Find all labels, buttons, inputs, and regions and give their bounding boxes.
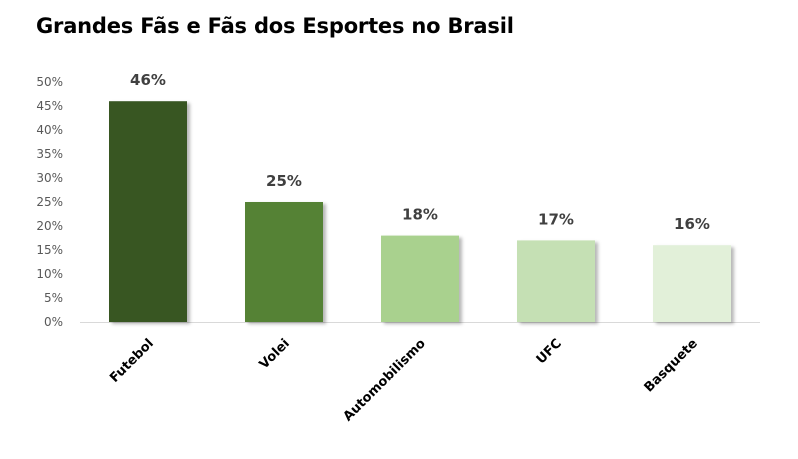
category-label: Automobilismo [341, 336, 429, 424]
y-tick-label: 40% [36, 123, 63, 137]
data-label: 18% [402, 206, 438, 224]
data-label: 16% [674, 215, 710, 233]
category-label: UFC [534, 336, 565, 367]
bar-automobilismo [381, 235, 459, 322]
bar-ufc [517, 240, 595, 322]
data-label: 46% [130, 71, 166, 89]
category-label: Futebol [107, 336, 157, 386]
y-tick-label: 10% [36, 267, 63, 281]
bar-volei [245, 202, 323, 322]
y-tick-label: 30% [36, 171, 63, 185]
data-label: 17% [538, 210, 574, 228]
data-label: 25% [266, 172, 302, 190]
bars-group [109, 101, 731, 322]
category-label: Volei [257, 336, 293, 372]
y-tick-label: 5% [44, 291, 63, 305]
category-labels-group: Futebol Volei Automobilismo UFC Basquete [107, 336, 701, 424]
y-tick-label: 15% [36, 243, 63, 257]
bar-futebol [109, 101, 187, 322]
y-tick-label: 0% [44, 315, 63, 329]
y-tick-label: 45% [36, 99, 63, 113]
category-label: Basquete [642, 336, 701, 395]
y-axis-tick-labels: 0% 5% 10% 15% 20% 25% 30% 35% 40% 45% 50% [36, 75, 63, 329]
y-tick-label: 20% [36, 219, 63, 233]
bar-basquete [653, 245, 731, 322]
y-tick-label: 50% [36, 75, 63, 89]
y-tick-label: 35% [36, 147, 63, 161]
data-labels-group: 46% 25% 18% 17% 16% [130, 71, 710, 233]
chart-title: Grandes Fãs e Fãs dos Esportes no Brasil [36, 14, 514, 38]
y-tick-label: 25% [36, 195, 63, 209]
